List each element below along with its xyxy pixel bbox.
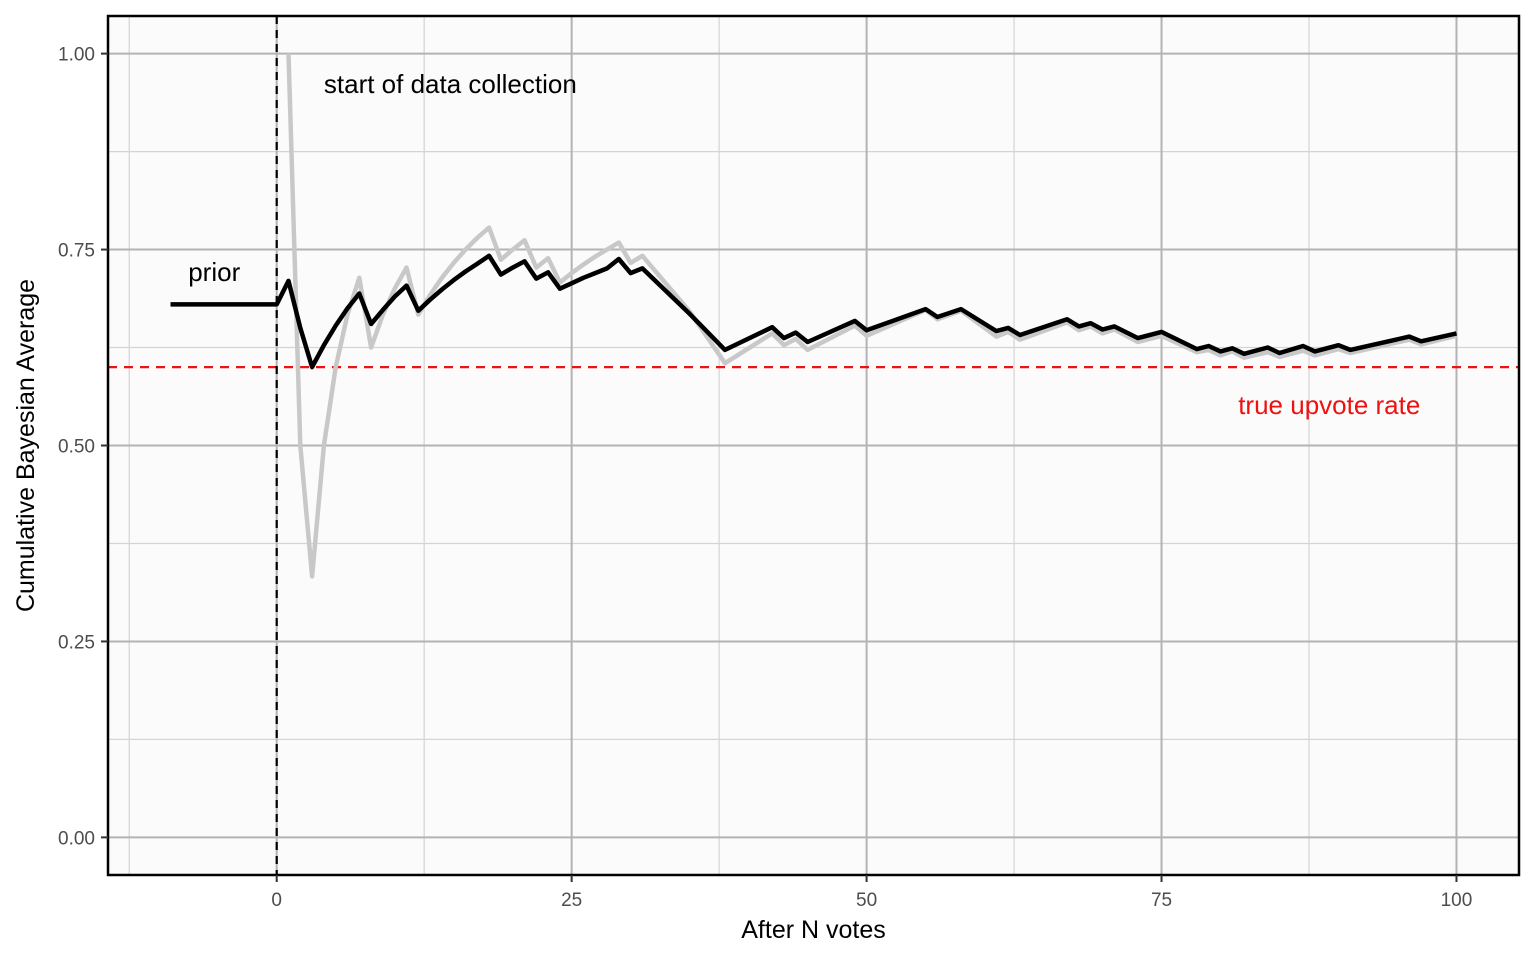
axis-ticks: 0 25 50 75 100 0.00 0.25 0.50 0.75 1.00 xyxy=(58,45,1472,911)
y-tick-label: 0.50 xyxy=(58,437,95,458)
annotation-label: start of data collection xyxy=(324,69,577,99)
x-tick-label: 75 xyxy=(1151,890,1172,911)
grid-lines xyxy=(108,16,1519,875)
y-tick-label: 1.00 xyxy=(58,45,95,66)
y-tick-label: 0.75 xyxy=(58,241,95,262)
reference-lines xyxy=(108,16,1519,875)
x-tick-label: 50 xyxy=(856,890,877,911)
annotations: start of data collection prior true upvote… xyxy=(188,69,1420,420)
annotation-label: true upvote rate xyxy=(1238,390,1420,420)
y-tick-label: 0.00 xyxy=(58,828,95,849)
data-series xyxy=(170,53,1458,579)
x-tick-label: 100 xyxy=(1441,890,1473,911)
x-tick-label: 25 xyxy=(561,890,582,911)
x-axis-title: After N votes xyxy=(741,916,886,944)
annotation-label: prior xyxy=(188,257,240,287)
bayesian-average-line xyxy=(170,253,1457,370)
x-tick-label: 0 xyxy=(271,890,282,911)
y-tick-label: 0.25 xyxy=(58,632,95,653)
y-axis-title: Cumulative Bayesian Average xyxy=(12,279,40,612)
